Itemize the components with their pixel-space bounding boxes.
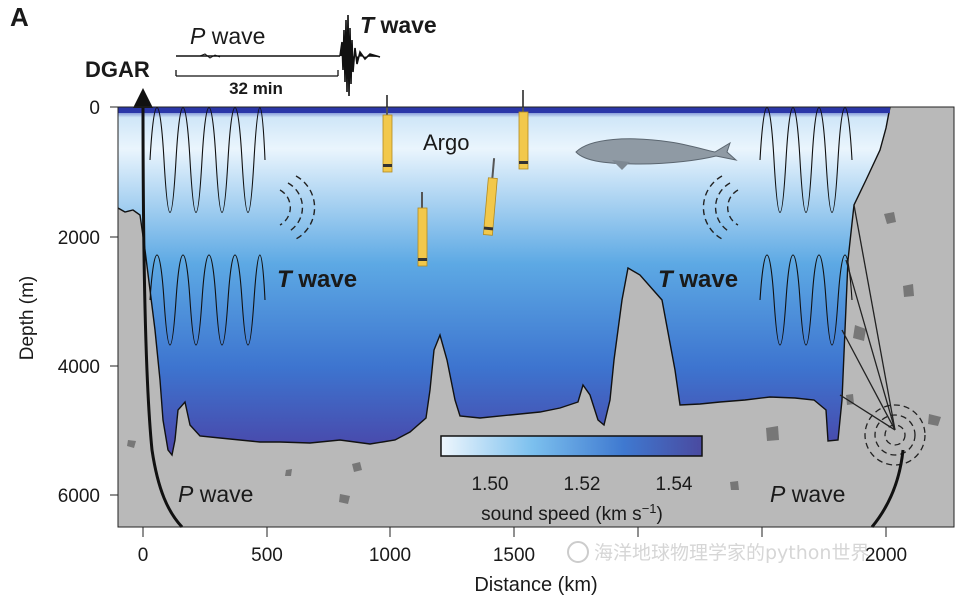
y-tick-label: 2000 [58,228,100,249]
earthquake-source-icon [864,404,926,466]
station-label: DGAR [85,57,150,82]
t-wave-label-left: T wave [277,266,357,293]
ocean-water [118,107,890,455]
sound-arcs-right-icon [702,175,739,240]
time-scale-bar [175,70,339,77]
t-wave-oscillation-right [759,107,853,346]
x-tick-label: 0 [138,545,149,566]
ray-paths [839,204,896,431]
time-scale-label: 32 min [229,79,283,98]
argo-float-icon [417,192,428,267]
svg-text:海洋地球物理学家的python世界: 海洋地球物理学家的python世界 [594,542,869,564]
x-tick-label: 1000 [369,545,411,566]
blue-whale-icon [575,138,738,170]
y-axis-ticks [110,106,118,496]
x-tick-label: 2000 [865,545,907,566]
y-tick-label: 0 [89,98,100,119]
argo-floats [382,90,529,267]
plot-frame [117,106,955,528]
p-wave-label-left: P wave [178,481,253,507]
p-wave-label-right: P wave [770,481,845,507]
t-wave-oscillation-left [149,107,266,346]
panel-label: A [10,2,29,32]
colorbar-label: sound speed (km s−1) [481,501,663,525]
y-tick-label: 6000 [58,486,100,507]
arrow-up-icon [133,88,153,108]
x-axis-ticks [142,527,887,537]
seismogram-p-label: P wave [190,23,265,49]
x-tick-label: 1500 [493,545,535,566]
colorbar-tick: 1.54 [656,474,693,495]
seafloor-profile [117,106,891,457]
watermark: 海洋地球物理学家的python世界 [567,541,869,564]
p-wave-path-right [870,449,905,528]
sound-arcs-left-icon [279,175,316,240]
y-axis-label: Depth (m) [17,276,38,360]
t-wave-label-right: T wave [658,266,738,293]
argo-float-icon [382,95,393,173]
x-axis-label: Distance (km) [474,574,597,596]
colorbar [440,435,703,457]
colorbar-tick: 1.52 [564,474,601,495]
argo-float-icon [482,158,498,236]
seismogram-t-label: T wave [360,12,437,38]
surface-layer [118,107,890,113]
p-wave-path-left [141,99,184,529]
seafloor-rocks [127,212,941,504]
argo-label: Argo [423,130,469,155]
colorbar-tick: 1.50 [472,474,509,495]
argo-float-icon [518,90,529,170]
x-tick-label: 500 [251,545,283,566]
wechat-icon [567,541,589,563]
y-tick-label: 4000 [58,357,100,378]
seismogram [176,14,381,97]
